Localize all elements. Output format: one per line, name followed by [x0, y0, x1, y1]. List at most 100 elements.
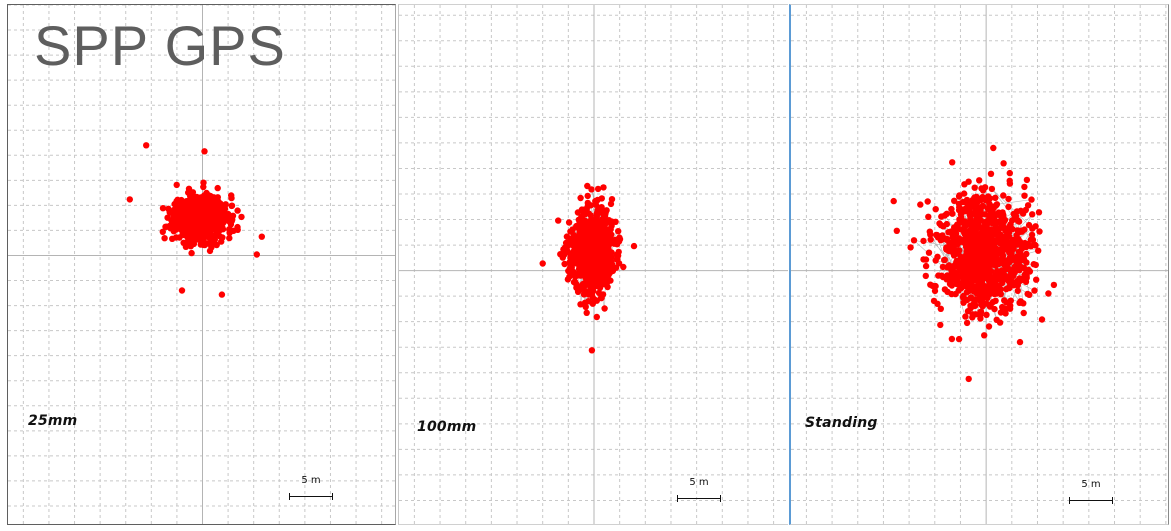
- data-point: [585, 298, 592, 305]
- data-point: [981, 332, 988, 339]
- data-point: [238, 213, 245, 221]
- scatter-panel-standing: Standing 5 m: [789, 4, 1169, 525]
- data-point: [975, 258, 982, 266]
- data-point: [992, 230, 999, 237]
- data-point: [974, 263, 981, 270]
- data-point: [258, 233, 265, 240]
- data-point: [967, 302, 974, 309]
- data-point: [1031, 287, 1038, 294]
- data-point: [1035, 247, 1042, 254]
- data-point: [917, 201, 924, 208]
- data-point: [608, 196, 616, 203]
- data-point: [1002, 310, 1009, 317]
- data-point: [971, 276, 979, 283]
- data-point: [216, 205, 223, 212]
- data-point: [953, 263, 961, 270]
- data-point: [597, 252, 605, 260]
- data-point: [234, 226, 241, 233]
- data-point: [960, 292, 967, 300]
- data-point: [1024, 240, 1031, 248]
- data-point: [987, 226, 994, 233]
- data-point: [955, 335, 963, 343]
- data-point: [172, 234, 180, 241]
- data-point: [185, 189, 192, 196]
- data-point: [972, 302, 979, 309]
- data-point: [555, 217, 562, 224]
- data-point: [615, 228, 622, 235]
- data-point: [600, 184, 607, 191]
- data-point: [932, 206, 939, 213]
- data-point: [586, 250, 594, 257]
- data-point: [925, 249, 933, 256]
- data-point: [1005, 203, 1012, 210]
- data-point: [987, 301, 994, 308]
- data-point: [991, 285, 998, 293]
- data-point: [608, 249, 615, 256]
- data-point: [977, 207, 984, 214]
- data-point: [1007, 267, 1014, 274]
- data-point: [983, 254, 990, 261]
- data-point: [991, 221, 999, 228]
- data-point: [584, 192, 591, 200]
- data-point: [971, 210, 978, 218]
- data-point: [226, 234, 233, 242]
- data-point: [948, 335, 956, 343]
- data-point: [596, 204, 603, 211]
- data-point: [984, 205, 992, 213]
- data-point: [1017, 298, 1024, 305]
- data-point: [1006, 224, 1013, 231]
- data-point: [179, 228, 186, 235]
- data-point: [1007, 302, 1014, 309]
- data-point: [931, 287, 939, 295]
- data-point: [612, 264, 620, 271]
- data-point: [184, 206, 191, 213]
- data-point: [613, 256, 621, 263]
- data-point: [1001, 297, 1008, 304]
- data-point: [989, 209, 997, 216]
- data-point: [969, 311, 976, 318]
- scale-bar: 5 m: [677, 477, 721, 505]
- data-point: [216, 226, 224, 234]
- data-point: [960, 278, 967, 285]
- data-point: [987, 170, 995, 177]
- data-point: [189, 229, 196, 237]
- data-point: [1011, 214, 1018, 222]
- data-point: [603, 250, 610, 257]
- data-point: [563, 239, 571, 246]
- data-point: [220, 210, 227, 218]
- data-point: [173, 198, 180, 205]
- data-point: [1033, 276, 1040, 283]
- data-point: [1006, 169, 1013, 177]
- data-point: [890, 197, 897, 205]
- data-point: [932, 282, 939, 290]
- data-point: [126, 196, 133, 203]
- data-point: [922, 262, 930, 270]
- scatter-plot-standing: [791, 5, 1168, 524]
- data-point: [173, 203, 180, 210]
- data-point: [1015, 265, 1023, 273]
- data-point: [539, 260, 546, 267]
- data-point: [1024, 202, 1032, 209]
- data-point: [584, 182, 591, 190]
- data-point: [960, 239, 967, 246]
- data-point: [582, 274, 589, 281]
- data-point: [588, 291, 596, 298]
- data-point: [188, 249, 195, 257]
- data-point: [214, 184, 221, 192]
- data-point: [1007, 243, 1014, 250]
- scale-bar-label: 5 m: [689, 477, 709, 488]
- data-point: [1019, 243, 1027, 251]
- data-point: [218, 291, 226, 298]
- data-point: [976, 177, 983, 184]
- data-point: [960, 299, 967, 306]
- data-point: [598, 195, 605, 202]
- scale-bar: 5 m: [1069, 479, 1113, 507]
- data-point: [944, 272, 951, 279]
- data-point: [1016, 338, 1024, 346]
- data-point: [210, 209, 217, 216]
- data-point: [1020, 309, 1027, 317]
- data-point: [1050, 281, 1058, 289]
- data-point: [1028, 231, 1036, 239]
- data-point: [1001, 261, 1008, 268]
